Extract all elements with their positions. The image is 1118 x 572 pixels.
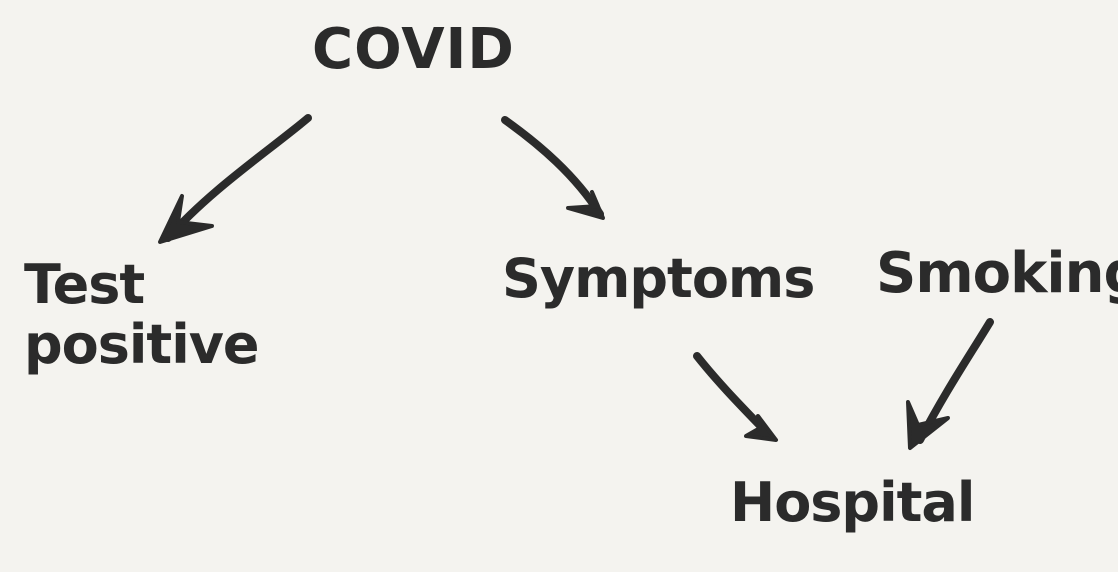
edge-smoking-to-hospital [906, 318, 994, 450]
edge-covid-to-symptoms-line [501, 116, 604, 218]
node-covid: COVID [312, 17, 515, 82]
node-symptoms: Symptoms [502, 247, 815, 310]
edge-symptoms-to-hospital [693, 352, 778, 442]
edge-covid-to-test-positive [158, 114, 312, 244]
arrowhead-symptoms [566, 190, 605, 220]
edge-covid-to-symptoms [501, 116, 605, 220]
node-test-positive: Test positive [24, 253, 260, 376]
node-hospital: Hospital [730, 471, 975, 534]
node-smoking: Smoking [876, 241, 1118, 306]
arrowhead-test-positive [158, 194, 214, 244]
arrowhead-hospital-from-smoking [906, 400, 950, 450]
arrowhead-hospital-from-symptoms [744, 414, 778, 442]
edge-covid-to-test-positive-line [164, 114, 312, 242]
